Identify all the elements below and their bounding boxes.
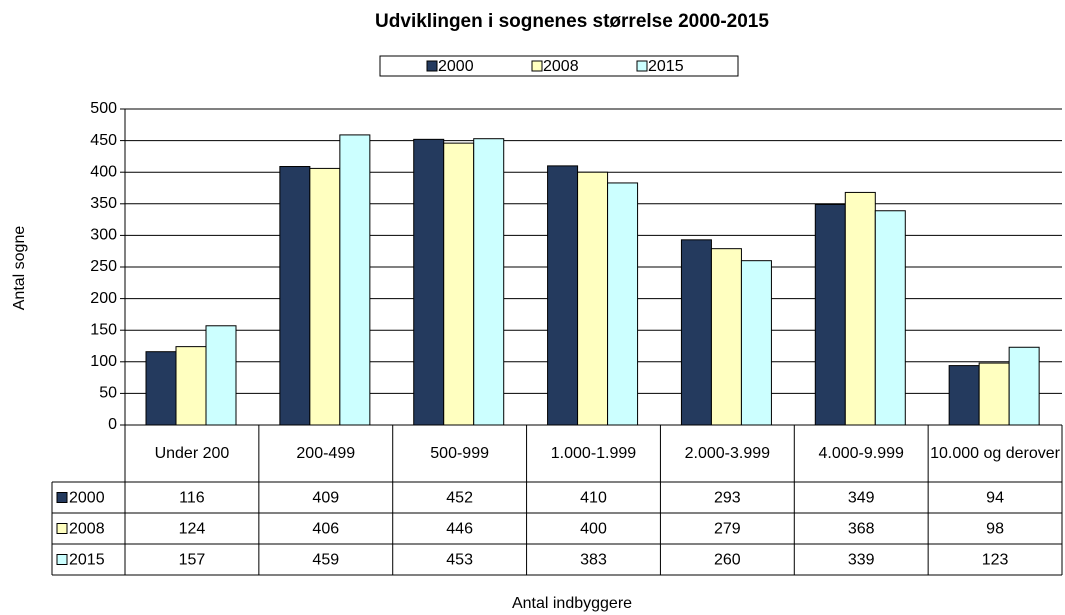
- table-value: 383: [580, 552, 607, 569]
- table-value: 349: [848, 490, 875, 507]
- legend-swatch: [531, 60, 543, 72]
- legend-swatch: [426, 60, 438, 72]
- table-value: 260: [714, 552, 741, 569]
- table-value: 293: [714, 490, 741, 507]
- table-value: 406: [312, 521, 339, 538]
- table-value: 124: [179, 521, 206, 538]
- y-tick-label: 450: [90, 132, 117, 149]
- bar: [740, 260, 772, 426]
- table-legend-swatch: [56, 492, 68, 503]
- table-value: 410: [580, 490, 607, 507]
- x-tick-cell: 10.000 og derover: [930, 445, 1060, 462]
- bar: [547, 165, 579, 426]
- legend-label: 2015: [648, 58, 684, 75]
- bar: [205, 325, 237, 426]
- y-tick-label: 250: [90, 258, 117, 275]
- y-tick-label: 100: [90, 353, 117, 370]
- bar: [844, 191, 876, 426]
- x-tick-cell: 1.000-1.999: [550, 445, 637, 462]
- bar: [309, 167, 341, 426]
- x-tick-label: 2.000-3.999: [684, 445, 771, 462]
- table-value: 123: [982, 552, 1009, 569]
- table-value: 279: [714, 521, 741, 538]
- y-tick-label: 200: [90, 290, 117, 307]
- y-tick-label: 500: [90, 100, 117, 117]
- legend-label: 2000: [438, 58, 474, 75]
- x-tick-cell: 4.000-9.999: [818, 445, 904, 462]
- bar: [473, 138, 505, 426]
- table-series-label: 2000: [69, 490, 105, 507]
- table-value: 400: [580, 521, 607, 538]
- table-value: 157: [179, 552, 206, 569]
- y-axis-label: Antal sogne: [11, 226, 28, 311]
- x-tick-label: Under 200: [154, 445, 230, 462]
- x-tick-cell: 200-499: [296, 445, 356, 462]
- legend-box: [379, 55, 739, 77]
- table-legend-swatch: [56, 554, 68, 565]
- x-tick-cell: Under 200: [154, 445, 230, 462]
- legend-swatch: [636, 60, 648, 72]
- table-series-label: 2015: [69, 552, 105, 569]
- table-value: 453: [446, 552, 473, 569]
- table-value: 116: [179, 490, 205, 507]
- x-tick-cell: 2.000-3.999: [684, 445, 771, 462]
- chart-title: Udviklingen i sognenes størrelse 2000-20…: [375, 11, 769, 32]
- bar: [948, 365, 980, 426]
- bar: [680, 239, 712, 426]
- table-value: 446: [446, 521, 473, 538]
- table-value: 339: [848, 552, 875, 569]
- table-value: 98: [986, 521, 1004, 538]
- bar: [978, 362, 1010, 426]
- bar: [175, 346, 207, 426]
- table-value: 409: [312, 490, 339, 507]
- bar: [1008, 346, 1040, 426]
- x-tick-label: 4.000-9.999: [818, 445, 904, 462]
- x-tick-cell: 500-999: [430, 445, 489, 462]
- table-value: 94: [986, 490, 1004, 507]
- y-tick-label: 300: [90, 227, 117, 244]
- bar: [874, 210, 906, 426]
- table-series-label: 2008: [69, 521, 105, 538]
- x-tick-label: 10.000 og derover: [930, 445, 1060, 462]
- table-value: 452: [446, 490, 473, 507]
- x-axis-label: Antal indbyggere: [512, 595, 632, 612]
- bar: [443, 142, 475, 426]
- table-legend-swatch: [56, 523, 68, 534]
- y-tick-label: 150: [90, 321, 117, 338]
- y-tick-label: 400: [90, 163, 117, 180]
- bar: [279, 166, 311, 426]
- y-tick-label: 350: [90, 195, 117, 212]
- bar: [710, 248, 742, 426]
- bar: [339, 134, 371, 426]
- bar: [814, 203, 846, 426]
- table-value: 368: [848, 521, 875, 538]
- table-value: 459: [312, 552, 339, 569]
- bar: [607, 182, 639, 426]
- y-tick-label: 0: [108, 416, 117, 433]
- bar: [577, 171, 609, 426]
- bar: [413, 138, 445, 426]
- legend-label: 2008: [543, 58, 579, 75]
- bar: [145, 351, 177, 426]
- x-tick-label: 200-499: [296, 445, 356, 462]
- x-tick-label: 500-999: [430, 445, 489, 462]
- x-tick-label: 1.000-1.999: [550, 445, 637, 462]
- y-tick-label: 50: [99, 385, 117, 402]
